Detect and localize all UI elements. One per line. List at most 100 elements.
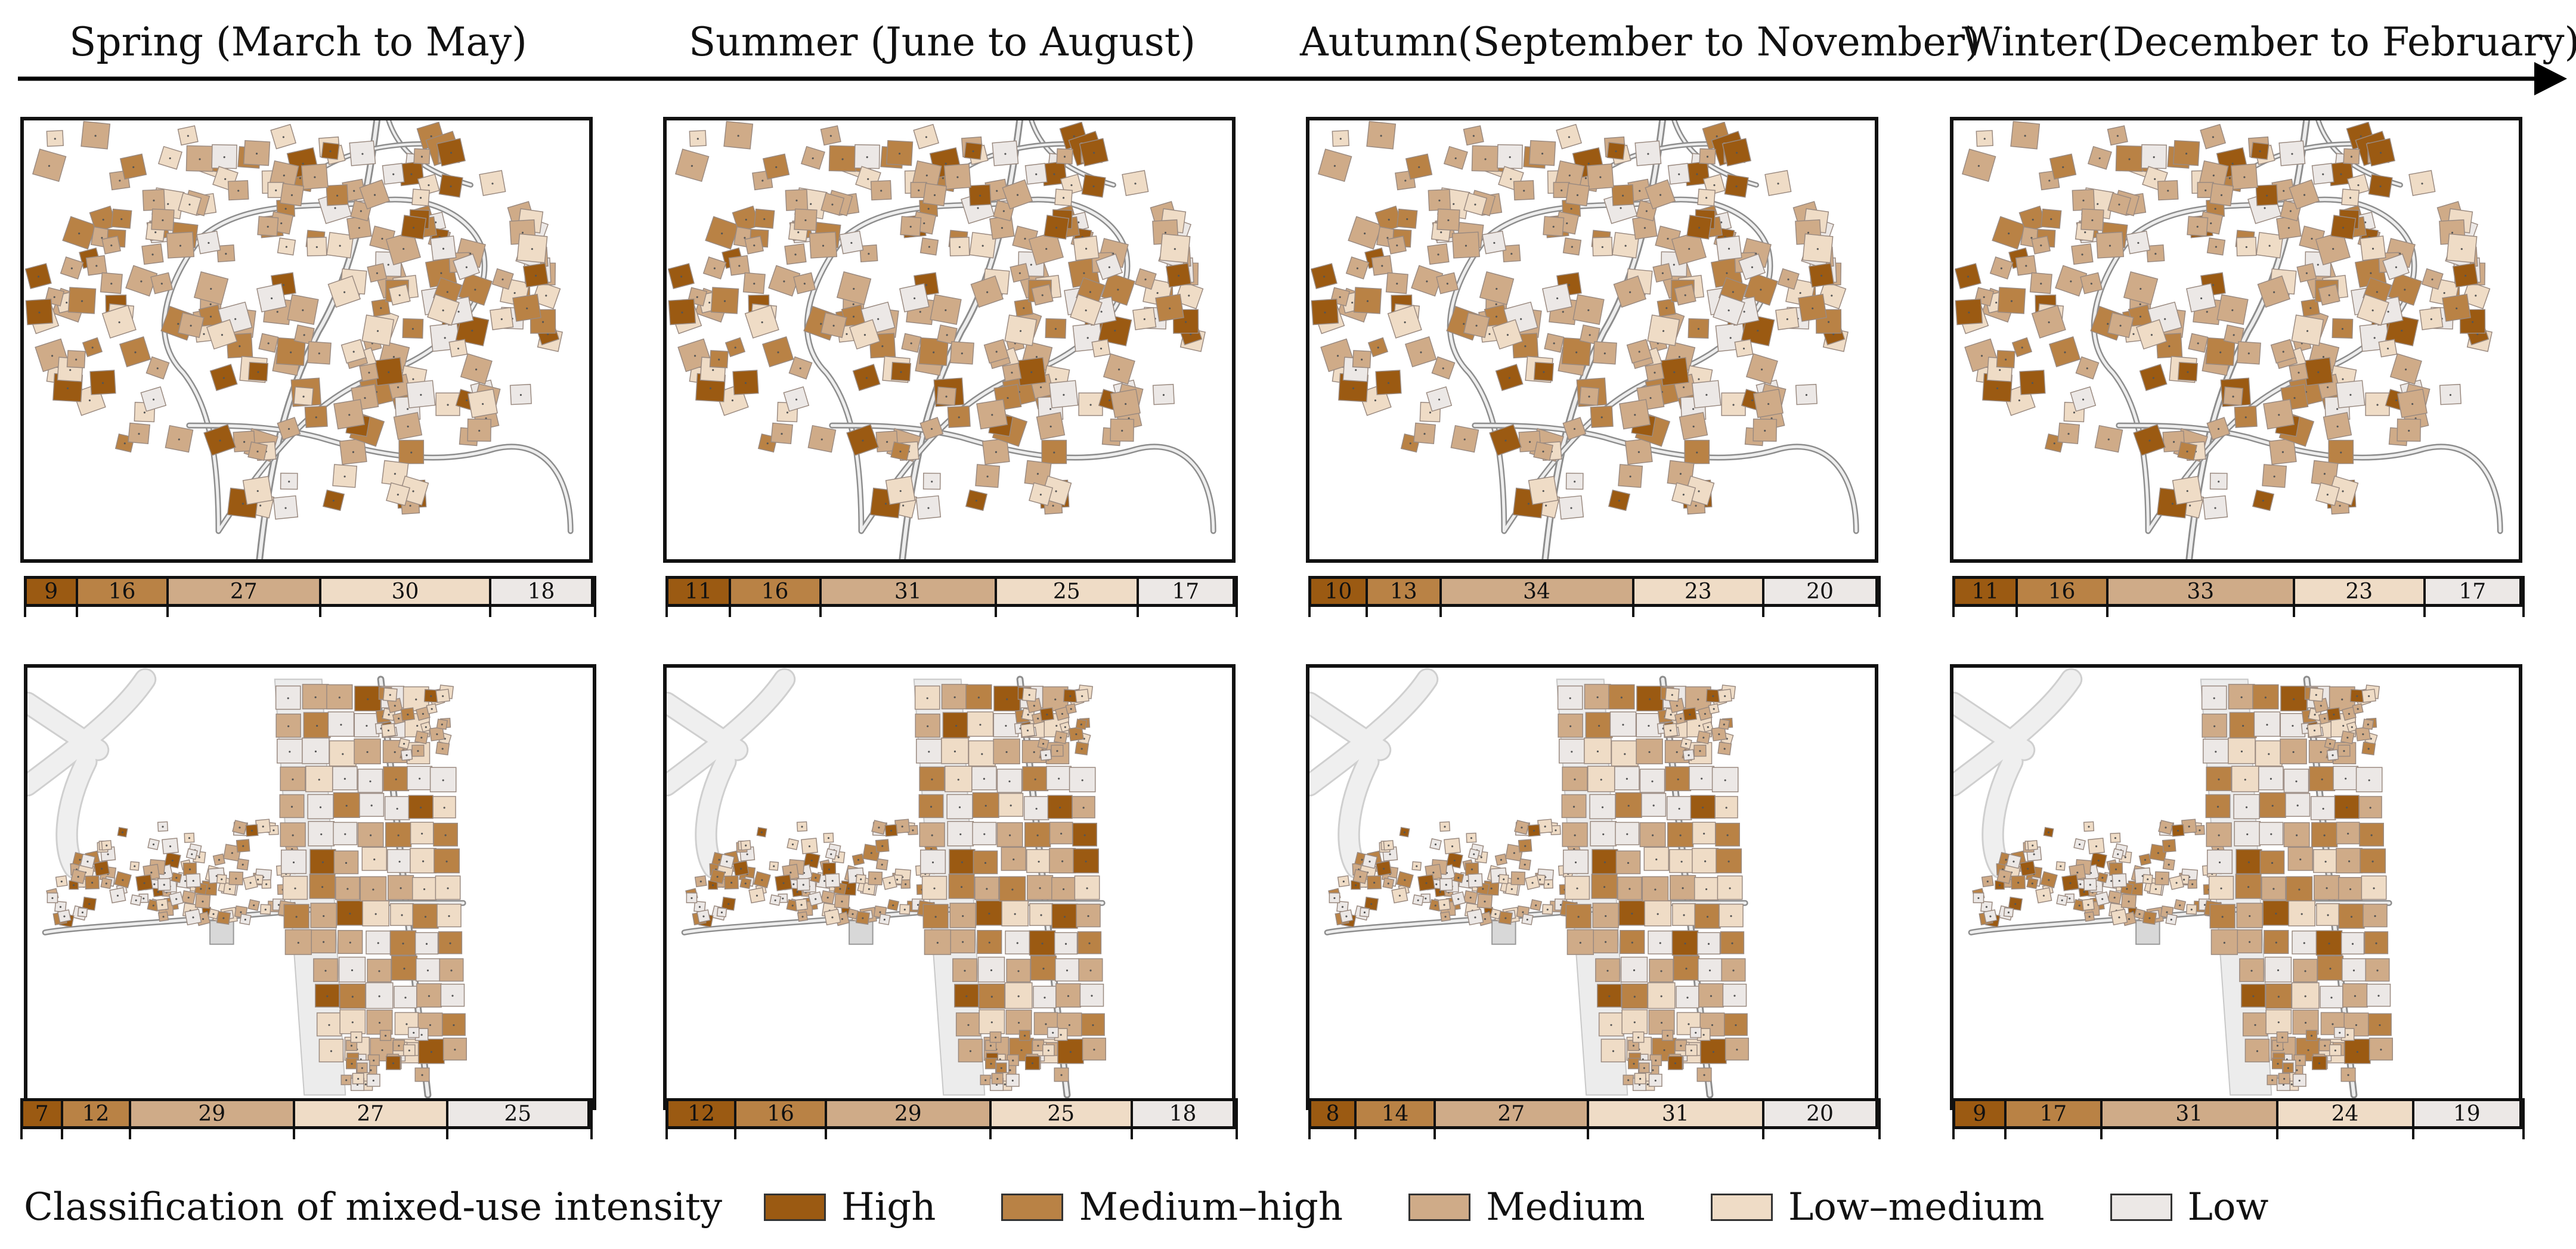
village2-map xyxy=(1309,668,1750,1099)
bar-segment-medium: 31 xyxy=(819,579,997,617)
bar-segment-medium-high: 16 xyxy=(728,579,822,617)
bar-segment-high: 10 xyxy=(1308,579,1368,617)
bar-segment-medium-high: 16 xyxy=(75,579,169,617)
season-label-spring: Spring (March to May) xyxy=(69,19,527,65)
bar-segment-medium: 33 xyxy=(2106,579,2295,617)
bar-segment-low-medium: 25 xyxy=(995,579,1139,617)
bar-segment-value: 11 xyxy=(1971,579,1999,604)
bar-segment-value: 31 xyxy=(894,579,922,604)
bar-segment-high: 7 xyxy=(20,1101,63,1139)
village1-map xyxy=(24,120,574,559)
legend-item-medium: Medium xyxy=(1408,1185,1645,1229)
bar-segment-value: 11 xyxy=(685,579,713,604)
bar-segment-low-medium: 27 xyxy=(293,1101,448,1139)
season-label-autumn: Autumn(September to November) xyxy=(1300,19,1980,65)
legend-swatch-low-medium xyxy=(1710,1194,1773,1221)
bar-segment-value: 13 xyxy=(1389,579,1417,604)
bar-segment-value: 18 xyxy=(527,579,555,604)
bar-segment-value: 23 xyxy=(2345,579,2373,604)
bar-segment-medium-high: 13 xyxy=(1366,579,1442,617)
village1-map xyxy=(1310,120,1859,559)
bar-segment-medium-high: 17 xyxy=(2004,1101,2103,1139)
bar-segment-value: 17 xyxy=(1172,579,1200,604)
bar-segment-low-medium: 24 xyxy=(2275,1101,2414,1139)
bar-segment-low: 20 xyxy=(1762,579,1878,617)
bar-segment-low: 20 xyxy=(1762,1101,1878,1139)
bar-segment-value: 7 xyxy=(35,1101,49,1126)
map-village1-spring xyxy=(20,117,593,563)
legend: Classification of mixed-use intensity Hi… xyxy=(24,1183,2268,1231)
village1-map xyxy=(667,120,1216,559)
season-label-summer: Summer (June to August) xyxy=(688,19,1196,65)
map-village1-summer xyxy=(663,117,1236,563)
bar-segment-high: 11 xyxy=(665,579,731,617)
bar-segment-value: 25 xyxy=(1052,579,1080,604)
bar-segment-value: 23 xyxy=(1684,579,1712,604)
village1-map xyxy=(1954,120,2503,559)
village2-map xyxy=(27,668,467,1099)
bar-segment-value: 31 xyxy=(2175,1101,2203,1126)
bar-segment-value: 19 xyxy=(2453,1101,2481,1126)
bar-segment-value: 30 xyxy=(391,579,419,604)
map-village2-spring xyxy=(24,664,596,1110)
bar-segment-value: 27 xyxy=(357,1101,385,1126)
legend-title: Classification of mixed-use intensity xyxy=(24,1185,722,1229)
bar-segment-high: 12 xyxy=(665,1101,736,1139)
bar-segment-value: 33 xyxy=(2187,579,2215,604)
bar-segment-value: 29 xyxy=(198,1101,226,1126)
bar-segment-low: 17 xyxy=(1136,579,1235,617)
legend-item-low: Low xyxy=(2110,1185,2269,1229)
legend-swatch-low xyxy=(2110,1194,2172,1221)
bar-segment-value: 25 xyxy=(504,1101,532,1126)
bar-segment-value: 17 xyxy=(2039,1101,2067,1126)
distribution-bar-village1-spring: 9 16 27 30 18 xyxy=(24,576,596,617)
map-village2-summer xyxy=(663,664,1236,1110)
bar-segment-low-medium: 25 xyxy=(989,1101,1133,1139)
season-label-winter: Winter(December to February) xyxy=(1962,19,2576,65)
bar-segment-low: 19 xyxy=(2411,1101,2522,1139)
legend-label-high: High xyxy=(841,1185,936,1229)
legend-swatch-high xyxy=(763,1194,826,1221)
bar-segment-value: 10 xyxy=(1324,579,1352,604)
bar-segment-value: 24 xyxy=(2331,1101,2359,1126)
bar-segment-value: 20 xyxy=(1806,579,1834,604)
bar-segment-medium-high: 12 xyxy=(60,1101,131,1139)
legend-label-medium-high: Medium–high xyxy=(1079,1185,1343,1229)
distribution-bar-village1-autumn: 10 13 34 23 20 xyxy=(1308,576,1881,617)
legend-swatch-medium-high xyxy=(1001,1194,1064,1221)
bar-segment-value: 12 xyxy=(82,1101,110,1126)
bar-segment-low-medium: 23 xyxy=(2293,579,2426,617)
distribution-bar-village1-summer: 11 16 31 25 17 xyxy=(665,576,1238,617)
legend-label-low: Low xyxy=(2187,1185,2269,1229)
bar-segment-medium: 29 xyxy=(825,1101,992,1139)
bar-segment-medium: 27 xyxy=(166,579,321,617)
bar-segment-value: 9 xyxy=(44,579,58,604)
bar-segment-low-medium: 23 xyxy=(1631,579,1764,617)
legend-label-medium: Medium xyxy=(1486,1185,1645,1229)
bar-segment-medium: 34 xyxy=(1439,579,1634,617)
legend-item-high: High xyxy=(763,1185,936,1229)
bar-segment-value: 27 xyxy=(1497,1101,1525,1126)
bar-segment-low-medium: 31 xyxy=(1586,1101,1764,1139)
bar-segment-value: 16 xyxy=(767,1101,794,1126)
map-village2-winter xyxy=(1950,664,2522,1110)
bar-segment-value: 16 xyxy=(2048,579,2076,604)
bar-segment-value: 16 xyxy=(108,579,136,604)
bar-segment-low: 17 xyxy=(2423,579,2522,617)
bar-segment-medium-high: 16 xyxy=(734,1101,827,1139)
distribution-bar-village2-summer: 12 16 29 25 18 xyxy=(665,1098,1238,1139)
bar-segment-value: 9 xyxy=(1973,1101,1987,1126)
legend-label-low-medium: Low–medium xyxy=(1788,1185,2045,1229)
bar-segment-value: 27 xyxy=(230,579,258,604)
distribution-bar-village2-spring: 7 12 29 27 25 xyxy=(20,1098,593,1139)
bar-segment-low-medium: 30 xyxy=(319,579,491,617)
bar-segment-medium-high: 16 xyxy=(2015,579,2109,617)
distribution-bar-village2-winter: 9 17 31 24 19 xyxy=(1952,1098,2525,1139)
bar-segment-value: 25 xyxy=(1047,1101,1075,1126)
bar-segment-value: 31 xyxy=(1661,1101,1689,1126)
map-village1-autumn xyxy=(1306,117,1878,563)
timeline-arrow xyxy=(18,62,2567,95)
village2-map xyxy=(667,668,1107,1099)
bar-segment-value: 29 xyxy=(894,1101,922,1126)
